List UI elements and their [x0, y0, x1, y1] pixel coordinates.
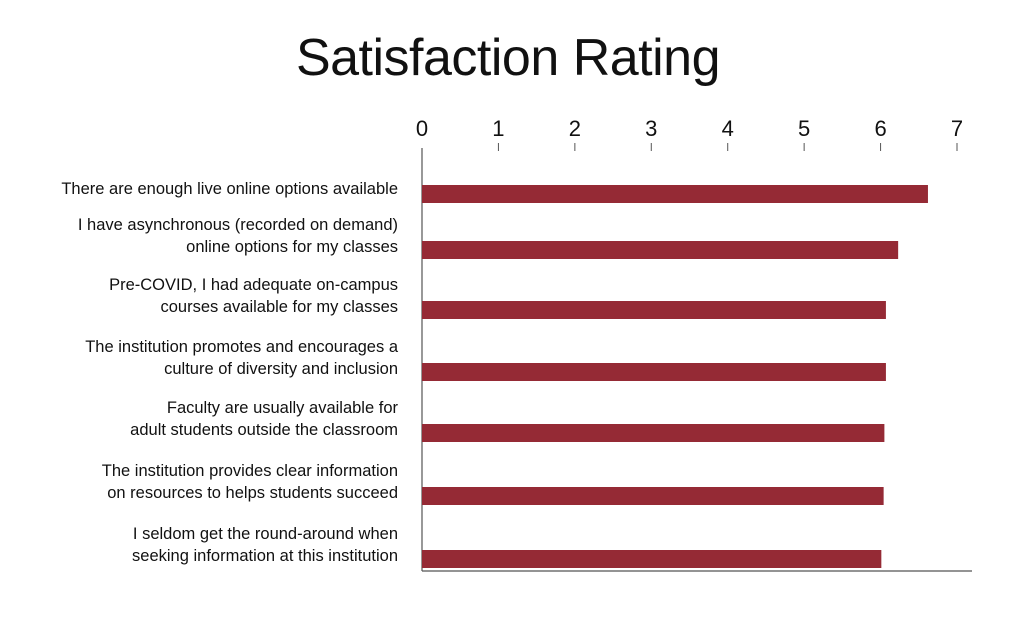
- bar: [422, 424, 885, 442]
- x-tick-label: 6: [874, 116, 886, 141]
- category-label: courses available for my classes: [160, 298, 398, 316]
- category-label: The institution promotes and encourages …: [85, 338, 399, 356]
- x-tick-label: 2: [569, 116, 581, 141]
- x-tick-label: 5: [798, 116, 810, 141]
- chart-title: Satisfaction Rating: [295, 29, 721, 87]
- bar: [422, 550, 882, 568]
- category-label: There are enough live online options ava…: [61, 180, 398, 198]
- x-tick-label: 4: [722, 116, 734, 141]
- x-tick-label: 7: [951, 116, 963, 141]
- x-tick-label: 1: [492, 116, 504, 141]
- x-tick-label: 0: [416, 116, 428, 141]
- bar: [422, 487, 884, 505]
- category-label: Faculty are usually available for: [167, 399, 399, 417]
- category-label: seeking information at this institution: [132, 547, 398, 565]
- category-label: adult students outside the classroom: [130, 421, 398, 439]
- bar: [422, 363, 886, 381]
- category-label: The institution provides clear informati…: [102, 462, 398, 480]
- bar: [422, 185, 928, 203]
- category-label: I seldom get the round-around when: [133, 525, 398, 543]
- category-label: on resources to helps students succeed: [107, 484, 398, 502]
- category-label: Pre-COVID, I had adequate on-campus: [109, 276, 398, 294]
- category-label: culture of diversity and inclusion: [164, 360, 398, 378]
- category-label: I have asynchronous (recorded on demand): [78, 216, 398, 234]
- bar: [422, 241, 899, 259]
- bar: [422, 301, 886, 319]
- category-label: online options for my classes: [186, 238, 398, 256]
- x-tick-label: 3: [645, 116, 657, 141]
